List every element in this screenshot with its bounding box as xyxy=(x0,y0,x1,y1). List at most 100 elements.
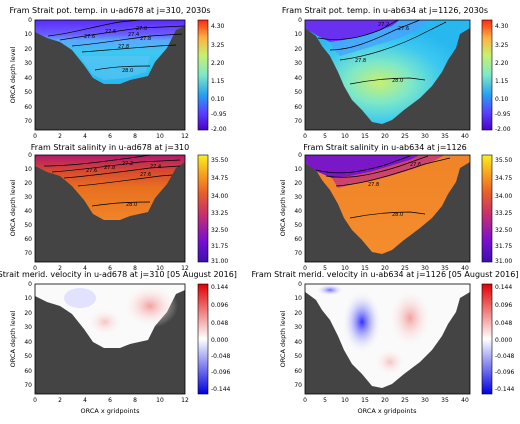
colorbar-tick-label: 33.25 xyxy=(495,210,512,217)
x-tick-label: 35 xyxy=(441,133,449,140)
y-axis-label: ORCA depth level xyxy=(279,310,287,367)
contour-labels: 27.6 27.8 28.0 27.6 27.8 27.0 27.4 xyxy=(84,26,151,74)
y-tick-label: 40 xyxy=(294,208,302,215)
y-axis-label: ORCA depth level xyxy=(9,46,17,103)
panel-pot-temp-ad678: Fram Strait pot. temp. in u-ad678 at j=3… xyxy=(9,6,227,140)
plot-frame xyxy=(34,19,186,131)
x-tick-label: 4 xyxy=(83,133,87,140)
x-tick-label: 20 xyxy=(381,265,389,272)
x-tick-label: 10 xyxy=(156,397,164,404)
contour-label: 28.0 xyxy=(392,212,403,218)
y-tick-label: 60 xyxy=(24,236,32,243)
y-tick-label: 70 xyxy=(294,250,302,257)
colorbar-tick-label: 31.00 xyxy=(211,258,228,265)
y-tick-label: 70 xyxy=(294,118,302,125)
y-ticks: 0 10 20 30 40 50 60 70 xyxy=(294,152,302,257)
y-tick-label: 30 xyxy=(294,60,302,67)
colorbar-ticks: 0.144 0.096 0.048 0.000 -0.048 -0.096 -0… xyxy=(211,284,231,393)
x-tick-label: 15 xyxy=(361,397,369,404)
colorbar-tick-label: 0.000 xyxy=(495,337,512,344)
velocity-positive-core xyxy=(388,288,432,348)
panel-title: Fram Strait salinity in u-ad678 at j=310 xyxy=(31,143,189,152)
contour-labels: 27.6 27.8 28.0 27.2 xyxy=(355,22,409,84)
plot-frame xyxy=(304,283,471,395)
contour-label: 27.8 xyxy=(368,182,379,188)
y-tick-label: 30 xyxy=(24,60,32,67)
contour-label: 27.6 xyxy=(140,172,151,178)
x-tick-label: 12 xyxy=(181,133,189,140)
colorbar-tick-label: 33.25 xyxy=(211,210,228,217)
panel-title: Fram Strait pot. temp. in u-ad678 at j=3… xyxy=(9,6,210,15)
y-tick-label: 60 xyxy=(294,236,302,243)
x-tick-label: 0 xyxy=(33,397,37,404)
y-tick-label: 60 xyxy=(294,104,302,111)
y-tick-label: 0 xyxy=(28,17,32,24)
colorbar-tick-label: 0.000 xyxy=(211,337,228,344)
y-tick-label: 20 xyxy=(294,310,302,317)
colorbar-tick-label: 31.00 xyxy=(495,258,512,265)
contour-labels: 27.6 27.8 27.2 27.6 28.0 27.4 xyxy=(86,161,161,208)
contour-label: 28.0 xyxy=(392,78,403,84)
colorbar-tick-label: 4.30 xyxy=(495,23,509,30)
colorbar-tick-label: 34.00 xyxy=(211,193,228,200)
x-tick-label: 5 xyxy=(323,397,327,404)
colorbar-tick-label: 34.00 xyxy=(495,193,512,200)
colorbar-tick-label: -0.096 xyxy=(211,369,231,376)
x-ticks: 0 5 10 15 20 25 30 35 40 xyxy=(303,397,469,404)
y-tick-label: 70 xyxy=(24,118,32,125)
salinity-field xyxy=(35,155,185,220)
y-tick-label: 0 xyxy=(28,152,32,159)
y-tick-label: 20 xyxy=(24,180,32,187)
y-ticks: 0 10 20 30 40 50 60 70 xyxy=(294,281,302,389)
x-tick-label: 40 xyxy=(461,133,469,140)
x-tick-label: 25 xyxy=(401,265,409,272)
colorbar-tick-label: 1.15 xyxy=(495,78,509,85)
y-tick-label: 30 xyxy=(294,324,302,331)
panel-title: Fram Strait merid. velocity in u-ab634 a… xyxy=(252,270,519,279)
plot-frame xyxy=(34,154,186,263)
contour-label: 27.4 xyxy=(150,164,161,170)
x-tick-label: 15 xyxy=(361,133,369,140)
y-tick-label: 0 xyxy=(28,281,32,288)
x-tick-label: 25 xyxy=(401,133,409,140)
colorbar-tick-label: -0.048 xyxy=(211,353,231,360)
colorbar-tick-label: -0.144 xyxy=(495,386,515,393)
x-tick-label: 20 xyxy=(381,397,389,404)
x-tick-label: 4 xyxy=(83,397,87,404)
contour-labels: 27.6 27.8 28.0 xyxy=(368,162,421,218)
x-tick-label: 0 xyxy=(303,397,307,404)
plot-frame xyxy=(34,283,186,395)
colorbar-tick-label: -0.144 xyxy=(211,386,231,393)
panel-pot-temp-ab634: Fram Strait pot. temp. in u-ab634 at j=1… xyxy=(282,6,511,140)
colorbar-tick-label: 31.75 xyxy=(211,243,228,250)
contour-label: 27.6 xyxy=(86,168,97,174)
y-axis-label: ORCA depth level xyxy=(9,310,17,367)
x-tick-label: 0 xyxy=(303,133,307,140)
colorbar-tick-label: 32.50 xyxy=(211,227,228,234)
x-tick-label: 6 xyxy=(108,265,112,272)
colorbar-tick-label: 0.10 xyxy=(495,96,509,103)
x-axis-label: ORCA x gridpoints xyxy=(358,407,418,415)
y-tick-label: 0 xyxy=(298,152,302,159)
x-tick-label: 35 xyxy=(441,397,449,404)
y-tick-label: 70 xyxy=(294,382,302,389)
density-contours xyxy=(315,155,451,219)
x-tick-label: 15 xyxy=(361,265,369,272)
x-tick-label: 4 xyxy=(83,265,87,272)
contour-label: 27.8 xyxy=(140,36,151,42)
y-tick-label: 50 xyxy=(24,353,32,360)
x-tick-label: 8 xyxy=(133,265,137,272)
x-tick-label: 0 xyxy=(33,265,37,272)
colorbar-tick-label: 0.048 xyxy=(495,320,512,327)
y-tick-label: 20 xyxy=(24,46,32,53)
velocity-positive-lobe xyxy=(87,308,123,336)
x-tick-label: 2 xyxy=(58,133,62,140)
plot-frame xyxy=(304,154,471,263)
y-tick-label: 40 xyxy=(24,208,32,215)
x-tick-label: 6 xyxy=(108,133,112,140)
contour-label: 27.8 xyxy=(355,58,366,64)
colorbar xyxy=(481,154,493,263)
y-ticks: 0 10 20 30 40 50 60 70 xyxy=(294,17,302,125)
colorbar-tick-label: 0.10 xyxy=(211,96,225,103)
